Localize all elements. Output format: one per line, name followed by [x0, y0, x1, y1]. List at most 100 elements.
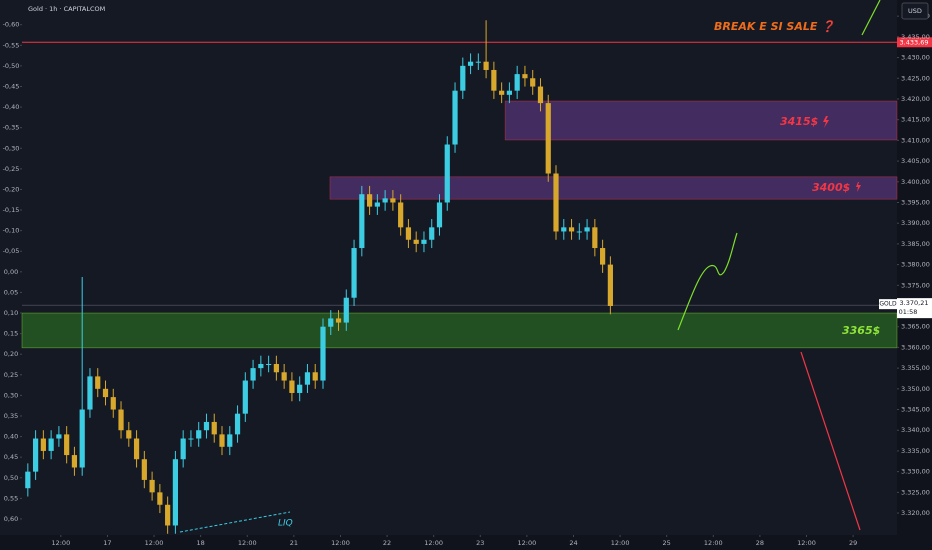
candle-body: [452, 90, 458, 145]
zones: 3415$ 3400$ 3365$: [21, 41, 898, 349]
candle-body: [118, 409, 124, 431]
x-tick-label: 23: [476, 539, 484, 547]
candle-body: [600, 248, 606, 265]
y-tick-label: 3.355,00: [901, 364, 930, 372]
candle-body: [475, 61, 481, 63]
candle-body: [102, 388, 109, 398]
y2-tick-label: -0,50: [3, 62, 20, 70]
y2-tick-label: 0,00: [4, 268, 18, 276]
candle-body: [48, 438, 54, 451]
drawing: [179, 511, 291, 533]
annotation: LIQ: [278, 519, 293, 529]
x-tick-label: 12:00: [611, 539, 630, 547]
candle-body: [79, 409, 85, 468]
y-tick-label: 3.415,00: [901, 116, 930, 124]
candle-body: [359, 194, 365, 249]
y-tick-label: 3.320,00: [901, 509, 930, 517]
y-tick-label: 3.375,00: [901, 281, 930, 289]
candle-body: [71, 455, 78, 468]
candle-body: [592, 227, 598, 249]
candle-body: [312, 372, 318, 381]
x-tick-label: 29: [849, 539, 857, 547]
y-tick-label: 3.435,00: [901, 33, 930, 41]
zone: [21, 312, 898, 349]
y-tick-label: 3.365,00: [901, 323, 930, 331]
y2-tick-label: -0,15: [3, 206, 20, 214]
candle-body: [165, 504, 171, 526]
candle-body: [429, 227, 435, 240]
candle-body: [545, 103, 551, 174]
candle-body: [273, 363, 279, 373]
candle-body: [196, 430, 202, 439]
y-tick-label: 3.345,00: [901, 406, 930, 414]
y2-tick-label: 0,15: [4, 330, 18, 338]
candle-body: [180, 438, 186, 460]
candle-body: [110, 397, 116, 410]
y-tick-label: 3.430,00: [901, 54, 930, 62]
y-tick-label: 3.385,00: [901, 240, 930, 248]
candle-body: [530, 78, 536, 87]
y-tick-label: 3.350,00: [901, 385, 930, 393]
candle-body: [607, 264, 613, 307]
candle-body: [172, 459, 179, 526]
candles: [25, 20, 613, 534]
y-tick-label: 3.330,00: [901, 468, 930, 476]
candle-body: [460, 65, 466, 91]
zone: [329, 176, 898, 200]
candle-body: [304, 372, 311, 385]
x-tick-label: 12:00: [518, 539, 537, 547]
y2-tick-label: -0,35: [3, 124, 20, 132]
y2-tick-label: -0,20: [3, 185, 20, 193]
candle-body: [141, 459, 147, 480]
y-tick-label: 3.395,00: [901, 198, 930, 206]
drawing: [861, 0, 881, 36]
candle-body: [444, 144, 450, 203]
icon: [823, 116, 829, 128]
y-tick-label: 3.360,00: [901, 343, 930, 351]
y-tick-label: 3.425,00: [901, 74, 930, 82]
y2-tick-label: -0,40: [3, 103, 20, 111]
y-tick-label: 3.400,00: [901, 178, 930, 186]
y2-tick-label: 0,10: [4, 309, 18, 317]
candle-body: [234, 413, 241, 435]
symbol-label: GOLD: [879, 301, 897, 308]
y2-tick-label: -0,10: [3, 227, 20, 235]
currency-box[interactable]: [901, 2, 929, 20]
candle-body: [491, 69, 497, 91]
x-tick-label: 28: [756, 539, 764, 547]
y2-tick-label: -0,05: [3, 247, 20, 255]
y-tick-label: 3.405,00: [901, 157, 930, 165]
candle-body: [576, 231, 582, 233]
candle-body: [382, 198, 388, 203]
candle-body: [390, 198, 396, 203]
candle-body: [133, 438, 140, 460]
zone-label: 3400$: [812, 181, 850, 194]
candle-body: [467, 61, 474, 66]
y-tick-label: 3.420,00: [901, 95, 930, 103]
currency: USD: [908, 7, 922, 15]
candle-body: [343, 297, 349, 323]
x-tick-label: 12:00: [424, 539, 443, 547]
time-axis: [0, 535, 932, 550]
price-tag: [897, 298, 932, 319]
candle-body: [514, 74, 520, 91]
y2-tick-label: 0,55: [4, 494, 18, 502]
y-tick-label: 3.380,00: [901, 261, 930, 269]
x-tick-label: 21: [290, 539, 298, 547]
x-tick-label: 25: [663, 539, 671, 547]
y2-tick-label: 0,25: [4, 371, 18, 379]
x-tick-label: 12:00: [797, 539, 816, 547]
x-tick-label: 18: [197, 539, 205, 547]
annotation: BREAK E SI SALE ❓: [714, 20, 835, 33]
zone-label: 3365$: [842, 324, 880, 337]
candle-body: [328, 318, 334, 327]
y-tick-label: 3.390,00: [901, 219, 930, 227]
candle-body: [553, 173, 559, 232]
y2-tick-label: -0,25: [3, 165, 20, 173]
candle-body: [56, 434, 62, 439]
candle-body: [266, 363, 272, 365]
countdown: 01:58: [899, 308, 918, 316]
